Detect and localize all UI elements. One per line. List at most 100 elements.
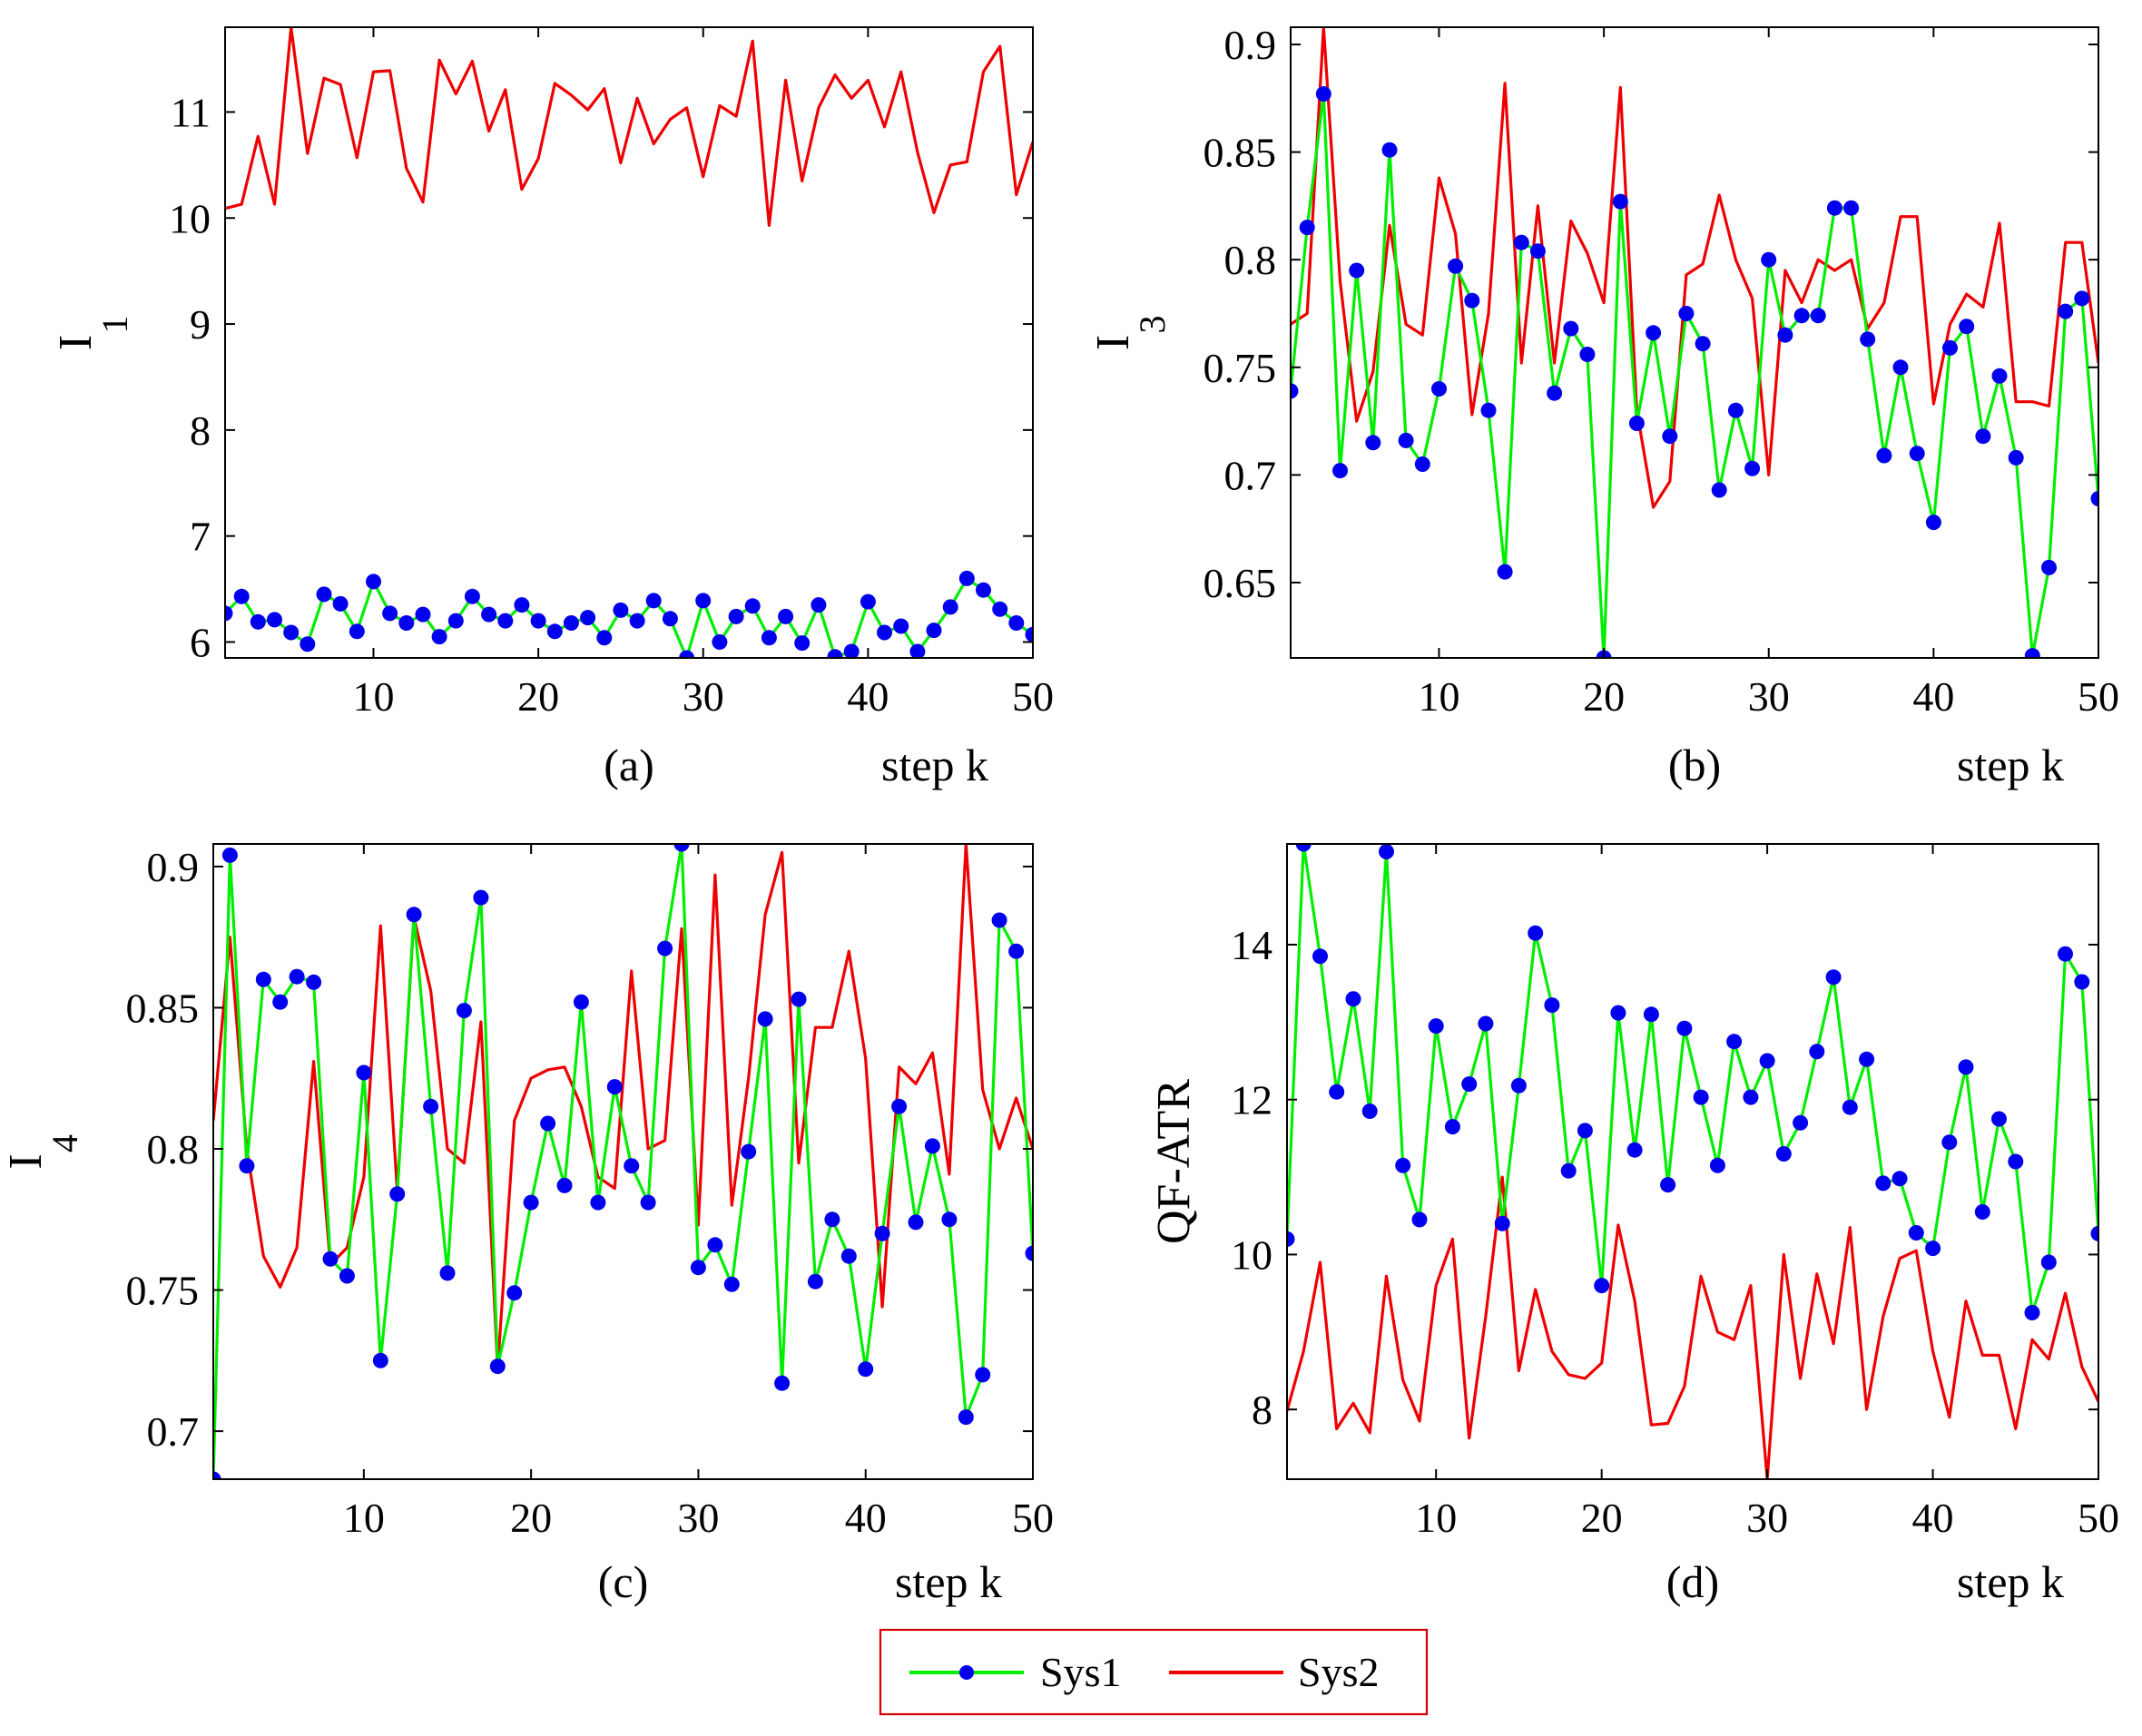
data-point-sys1 bbox=[1775, 1146, 1792, 1162]
data-point-sys1 bbox=[2040, 1254, 2057, 1270]
data-point-sys1 bbox=[991, 912, 1007, 928]
data-point-sys1 bbox=[695, 593, 712, 609]
data-point-sys1 bbox=[909, 643, 926, 658]
data-point-sys1 bbox=[1361, 1103, 1378, 1119]
data-point-sys1 bbox=[398, 615, 415, 631]
data-point-sys1 bbox=[322, 1251, 339, 1267]
data-point-sys1 bbox=[2024, 648, 2040, 658]
y-axis-label-subscript: 1 bbox=[94, 316, 135, 334]
data-point-sys1 bbox=[1743, 1089, 1759, 1105]
y-tick-label: 0.75 bbox=[1204, 345, 1277, 391]
x-axis-label: step k bbox=[881, 740, 988, 790]
x-tick-label: 30 bbox=[1748, 673, 1790, 720]
data-point-sys1 bbox=[941, 1211, 958, 1228]
plot-frame bbox=[1290, 26, 2099, 659]
x-tick-label: 30 bbox=[683, 673, 724, 720]
data-point-sys1 bbox=[289, 968, 305, 985]
data-point-sys1 bbox=[1959, 319, 1975, 335]
data-point-sys1 bbox=[1480, 402, 1497, 418]
data-point-sys1 bbox=[1579, 347, 1596, 362]
data-point-sys1 bbox=[1025, 626, 1033, 642]
data-point-sys1 bbox=[366, 574, 381, 590]
data-point-sys1 bbox=[707, 1237, 723, 1253]
data-point-sys1 bbox=[2008, 449, 2024, 466]
data-point-sys1 bbox=[1695, 336, 1711, 352]
x-tick-label: 10 bbox=[352, 673, 394, 720]
data-point-sys1 bbox=[239, 1158, 255, 1174]
data-point-sys1 bbox=[741, 1143, 757, 1160]
y-axis-label-subscript: 3 bbox=[1132, 316, 1173, 334]
data-point-sys1 bbox=[1365, 435, 1381, 451]
data-point-sys1 bbox=[415, 606, 431, 623]
data-point-sys1 bbox=[546, 623, 563, 640]
data-point-sys1 bbox=[976, 582, 991, 598]
data-point-sys1 bbox=[1478, 1015, 1494, 1032]
x-tick-label: 50 bbox=[2078, 1495, 2119, 1541]
data-point-sys1 bbox=[1513, 234, 1529, 250]
data-point-sys1 bbox=[1974, 1204, 1990, 1220]
data-point-sys1 bbox=[1925, 1241, 1941, 1257]
plot-area bbox=[213, 844, 1033, 1479]
y-tick-label: 0.85 bbox=[1204, 130, 1277, 176]
data-point-sys1 bbox=[540, 1115, 556, 1132]
data-point-sys1 bbox=[942, 599, 958, 615]
data-point-sys1 bbox=[908, 1214, 924, 1231]
y-axis-label: QF-ATR bbox=[1148, 1079, 1200, 1244]
data-point-sys1 bbox=[1008, 943, 1025, 959]
y-axis-label: I bbox=[1087, 335, 1139, 350]
x-tick-label: 40 bbox=[847, 673, 889, 720]
x-tick-label: 30 bbox=[1746, 1495, 1788, 1541]
data-point-sys1 bbox=[339, 1268, 355, 1284]
data-point-sys1 bbox=[2058, 946, 2073, 962]
data-point-sys1 bbox=[1544, 997, 1560, 1014]
data-point-sys1 bbox=[596, 630, 613, 646]
data-point-sys1 bbox=[1299, 220, 1315, 236]
data-point-sys1 bbox=[893, 618, 909, 634]
data-point-sys1 bbox=[556, 1177, 573, 1193]
data-point-sys1 bbox=[1411, 1211, 1428, 1228]
data-point-sys1 bbox=[1547, 385, 1563, 401]
chart-panel-4: 10 20 30 40 50 8 10 12 14 QF-ATR (d) step k bbox=[1148, 843, 2119, 1607]
data-point-sys1 bbox=[530, 613, 546, 629]
plot-frame bbox=[1286, 843, 2099, 1480]
data-point-sys1 bbox=[640, 1194, 656, 1211]
data-point-sys1 bbox=[662, 611, 678, 627]
data-point-sys1 bbox=[1291, 383, 1299, 399]
data-point-sys1 bbox=[843, 643, 860, 658]
data-point-sys1 bbox=[439, 1265, 456, 1281]
data-point-sys1 bbox=[1777, 327, 1793, 343]
data-point-sys1 bbox=[423, 1098, 439, 1114]
data-point-sys1 bbox=[1594, 1278, 1610, 1294]
data-point-sys1 bbox=[1626, 1142, 1643, 1158]
data-point-sys1 bbox=[316, 586, 332, 603]
data-point-sys1 bbox=[283, 624, 300, 641]
y-tick-label: 8 bbox=[1252, 1387, 1272, 1433]
series-line-sys2 bbox=[225, 27, 1033, 227]
panel-label: (d) bbox=[1666, 1556, 1719, 1607]
data-point-sys1 bbox=[356, 1064, 372, 1081]
data-point-sys1 bbox=[1941, 1134, 1958, 1151]
data-point-sys1 bbox=[1711, 482, 1727, 498]
y-tick-label: 0.65 bbox=[1204, 560, 1277, 606]
data-point-sys1 bbox=[267, 612, 282, 628]
data-point-sys1 bbox=[1379, 844, 1394, 859]
data-point-sys1 bbox=[891, 1098, 908, 1114]
data-point-sys1 bbox=[1494, 1215, 1510, 1231]
data-point-sys1 bbox=[1975, 428, 1991, 445]
plot-data bbox=[213, 844, 1033, 1479]
data-point-sys1 bbox=[1464, 292, 1480, 309]
data-point-sys1 bbox=[1610, 1005, 1626, 1021]
legend: Sys1 Sys2 bbox=[879, 1628, 1429, 1716]
x-tick-label: 40 bbox=[845, 1495, 887, 1541]
data-point-sys1 bbox=[523, 1194, 539, 1211]
x-axis-label: step k bbox=[895, 1556, 1002, 1607]
data-point-sys1 bbox=[679, 650, 695, 658]
chart-panel-3: 10 20 30 40 50 0.7 0.75 0.8 0.85 0.9 I4 (c) step k bbox=[0, 843, 1054, 1607]
data-point-sys1 bbox=[1287, 1231, 1295, 1247]
data-point-sys1 bbox=[580, 610, 596, 626]
y-tick-label: 11 bbox=[171, 89, 211, 135]
x-tick-label: 50 bbox=[1012, 673, 1054, 720]
data-point-sys1 bbox=[300, 636, 316, 652]
data-point-sys1 bbox=[1448, 258, 1464, 274]
data-point-sys1 bbox=[514, 597, 530, 613]
